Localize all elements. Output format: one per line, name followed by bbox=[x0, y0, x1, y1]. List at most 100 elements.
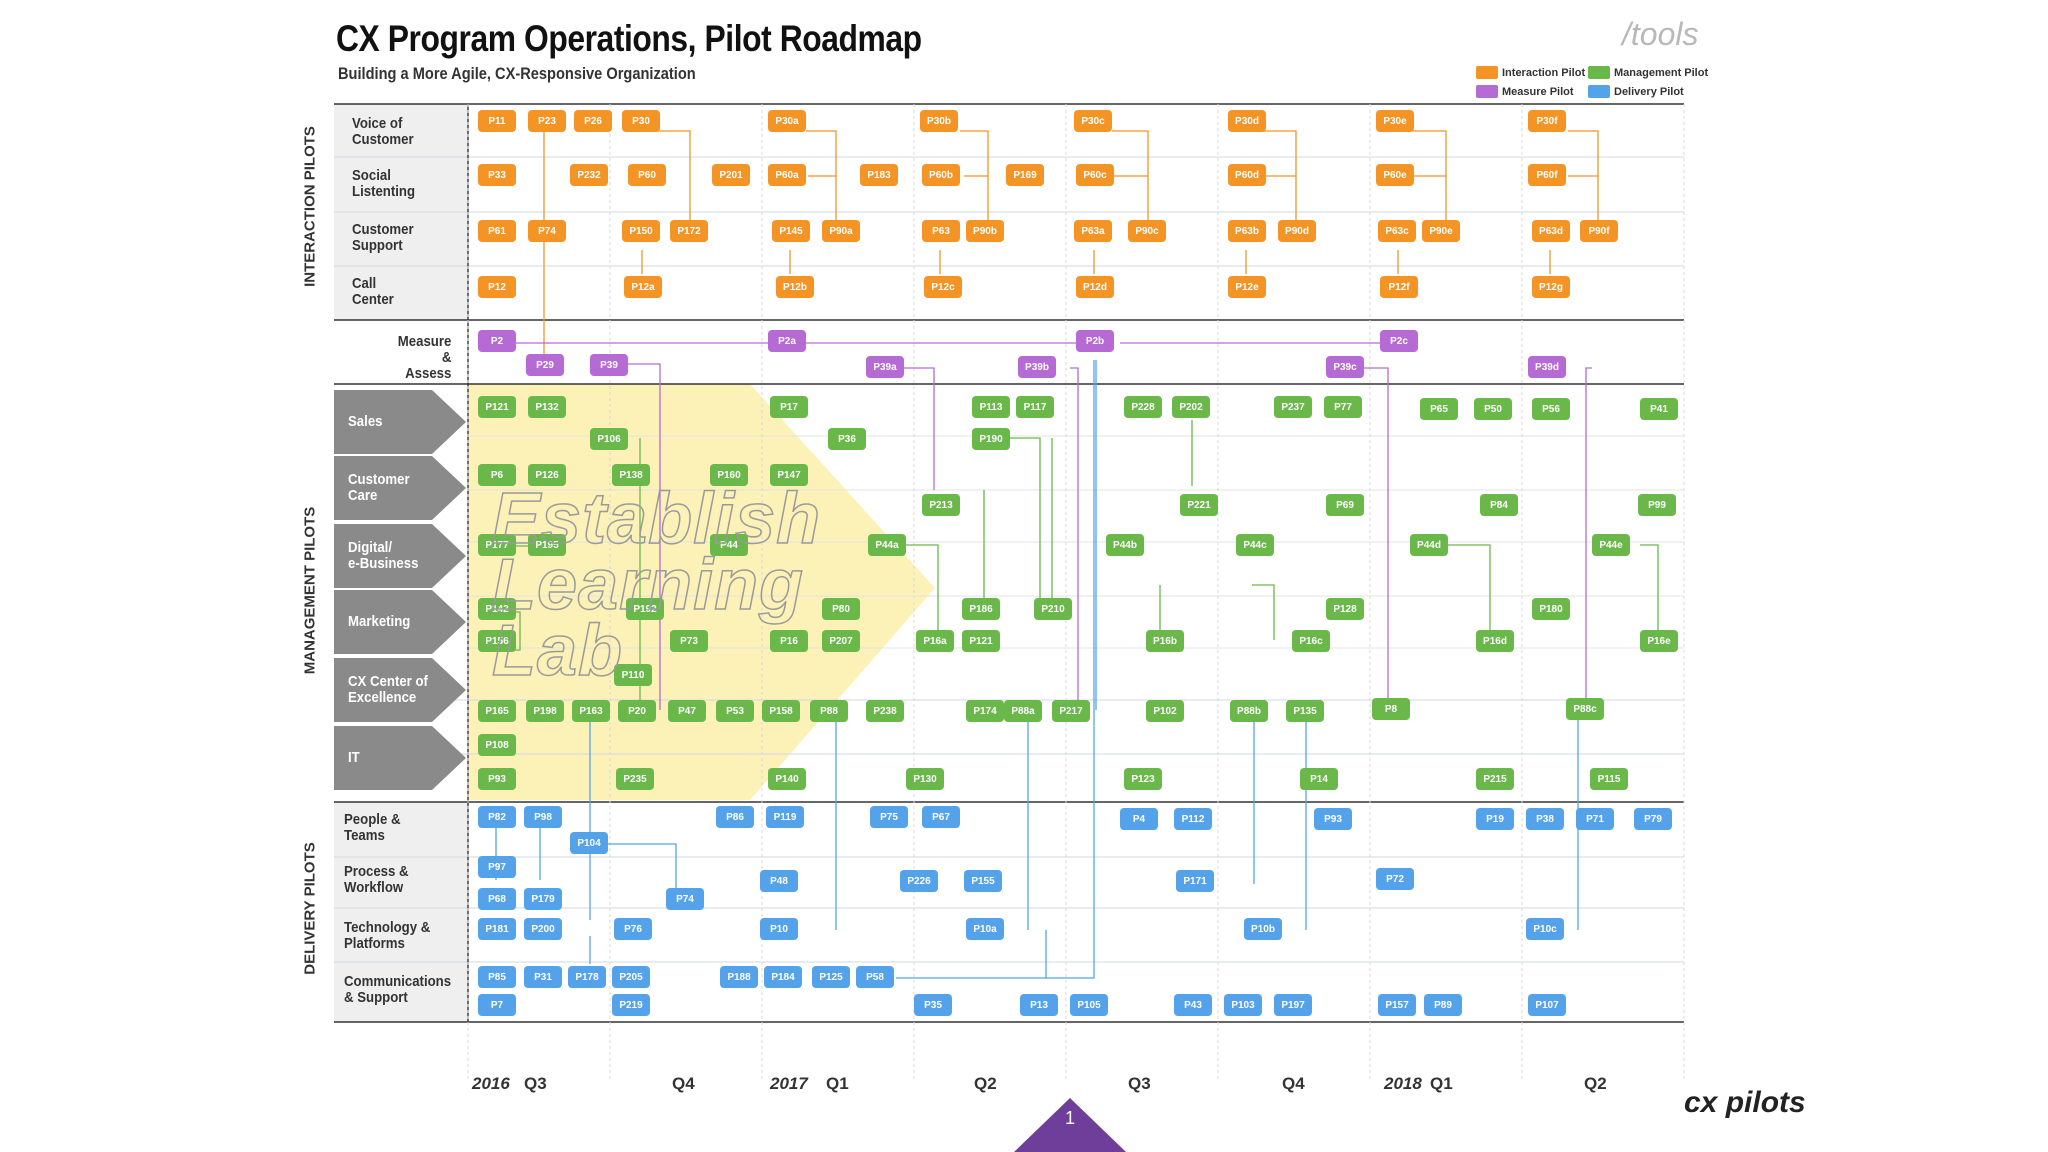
management-pilot-badge[interactable]: P44 bbox=[710, 534, 748, 556]
management-pilot-badge[interactable]: P237 bbox=[1274, 396, 1312, 418]
interaction-pilot-badge[interactable]: P63d bbox=[1532, 220, 1570, 242]
management-pilot-badge[interactable]: P128 bbox=[1326, 598, 1364, 620]
management-pilot-badge[interactable]: P186 bbox=[962, 598, 1000, 620]
interaction-pilot-badge[interactable]: P30a bbox=[768, 110, 806, 132]
measure-pilot-badge[interactable]: P2b bbox=[1076, 330, 1114, 352]
delivery-pilot-badge[interactable]: P10c bbox=[1526, 918, 1564, 940]
delivery-pilot-badge[interactable]: P4 bbox=[1120, 808, 1158, 830]
management-pilot-badge[interactable]: P160 bbox=[710, 464, 748, 486]
interaction-pilot-badge[interactable]: P30c bbox=[1074, 110, 1112, 132]
delivery-pilot-badge[interactable]: P200 bbox=[524, 918, 562, 940]
delivery-pilot-badge[interactable]: P48 bbox=[760, 870, 798, 892]
management-pilot-badge[interactable]: P158 bbox=[762, 700, 800, 722]
management-pilot-badge[interactable]: P177 bbox=[478, 534, 516, 556]
interaction-pilot-badge[interactable]: P90d bbox=[1278, 220, 1316, 242]
delivery-pilot-badge[interactable]: P107 bbox=[1528, 994, 1566, 1016]
management-pilot-badge[interactable]: P180 bbox=[1532, 598, 1570, 620]
management-pilot-badge[interactable]: P110 bbox=[614, 664, 652, 686]
management-pilot-badge[interactable]: P221 bbox=[1180, 494, 1218, 516]
management-pilot-badge[interactable]: P16a bbox=[916, 630, 954, 652]
management-pilot-badge[interactable]: P80 bbox=[822, 598, 860, 620]
management-pilot-badge[interactable]: P117 bbox=[1016, 396, 1054, 418]
interaction-pilot-badge[interactable]: P12a bbox=[624, 276, 662, 298]
interaction-pilot-badge[interactable]: P60a bbox=[768, 164, 806, 186]
interaction-pilot-badge[interactable]: P63 bbox=[922, 220, 960, 242]
interaction-pilot-badge[interactable]: P74 bbox=[528, 220, 566, 242]
delivery-pilot-badge[interactable]: P205 bbox=[612, 966, 650, 988]
delivery-pilot-badge[interactable]: P38 bbox=[1526, 808, 1564, 830]
delivery-pilot-badge[interactable]: P89 bbox=[1424, 994, 1462, 1016]
interaction-pilot-badge[interactable]: P30e bbox=[1376, 110, 1414, 132]
management-pilot-badge[interactable]: P50 bbox=[1474, 398, 1512, 420]
management-pilot-badge[interactable]: P8 bbox=[1372, 698, 1410, 720]
delivery-pilot-badge[interactable]: P157 bbox=[1378, 994, 1416, 1016]
management-pilot-badge[interactable]: P235 bbox=[616, 768, 654, 790]
management-pilot-badge[interactable]: P210 bbox=[1034, 598, 1072, 620]
delivery-pilot-badge[interactable]: P179 bbox=[524, 888, 562, 910]
management-pilot-badge[interactable]: P132 bbox=[528, 396, 566, 418]
management-pilot-badge[interactable]: P84 bbox=[1480, 494, 1518, 516]
measure-pilot-badge[interactable]: P39a bbox=[866, 356, 904, 378]
management-pilot-badge[interactable]: P190 bbox=[972, 428, 1010, 450]
management-pilot-badge[interactable]: P69 bbox=[1326, 494, 1364, 516]
management-pilot-badge[interactable]: P93 bbox=[478, 768, 516, 790]
measure-pilot-badge[interactable]: P39c bbox=[1326, 356, 1364, 378]
delivery-pilot-badge[interactable]: P197 bbox=[1274, 994, 1312, 1016]
interaction-pilot-badge[interactable]: P30d bbox=[1228, 110, 1266, 132]
delivery-pilot-badge[interactable]: P112 bbox=[1174, 808, 1212, 830]
interaction-pilot-badge[interactable]: P61 bbox=[478, 220, 516, 242]
interaction-pilot-badge[interactable]: P60 bbox=[628, 164, 666, 186]
management-pilot-badge[interactable]: P198 bbox=[526, 700, 564, 722]
management-pilot-badge[interactable]: P56 bbox=[1532, 398, 1570, 420]
management-pilot-badge[interactable]: P36 bbox=[828, 428, 866, 450]
management-pilot-badge[interactable]: P135 bbox=[1286, 700, 1324, 722]
delivery-pilot-badge[interactable]: P125 bbox=[812, 966, 850, 988]
interaction-pilot-badge[interactable]: P33 bbox=[478, 164, 516, 186]
interaction-pilot-badge[interactable]: P12b bbox=[776, 276, 814, 298]
management-pilot-badge[interactable]: P20 bbox=[618, 700, 656, 722]
measure-pilot-badge[interactable]: P39d bbox=[1528, 356, 1566, 378]
delivery-pilot-badge[interactable]: P10b bbox=[1244, 918, 1282, 940]
delivery-pilot-badge[interactable]: P43 bbox=[1174, 994, 1212, 1016]
delivery-pilot-badge[interactable]: P184 bbox=[764, 966, 802, 988]
delivery-pilot-badge[interactable]: P68 bbox=[478, 888, 516, 910]
interaction-pilot-badge[interactable]: P232 bbox=[570, 164, 608, 186]
management-pilot-badge[interactable]: P73 bbox=[670, 630, 708, 652]
management-pilot-badge[interactable]: P16d bbox=[1476, 630, 1514, 652]
interaction-pilot-badge[interactable]: P90b bbox=[966, 220, 1004, 242]
management-pilot-badge[interactable]: P121 bbox=[478, 396, 516, 418]
interaction-pilot-badge[interactable]: P11 bbox=[478, 110, 516, 132]
management-pilot-badge[interactable]: P156 bbox=[478, 630, 516, 652]
interaction-pilot-badge[interactable]: P183 bbox=[860, 164, 898, 186]
delivery-pilot-badge[interactable]: P10 bbox=[760, 918, 798, 940]
delivery-pilot-badge[interactable]: P104 bbox=[570, 832, 608, 854]
delivery-pilot-badge[interactable]: P219 bbox=[612, 994, 650, 1016]
delivery-pilot-badge[interactable]: P226 bbox=[900, 870, 938, 892]
management-pilot-badge[interactable]: P44e bbox=[1592, 534, 1630, 556]
management-pilot-badge[interactable]: P16b bbox=[1146, 630, 1184, 652]
delivery-pilot-badge[interactable]: P98 bbox=[524, 806, 562, 828]
delivery-pilot-badge[interactable]: P58 bbox=[856, 966, 894, 988]
delivery-pilot-badge[interactable]: P76 bbox=[614, 918, 652, 940]
delivery-pilot-badge[interactable]: P19 bbox=[1476, 808, 1514, 830]
interaction-pilot-badge[interactable]: P172 bbox=[670, 220, 708, 242]
delivery-pilot-badge[interactable]: P71 bbox=[1576, 808, 1614, 830]
management-pilot-badge[interactable]: P88a bbox=[1004, 700, 1042, 722]
management-pilot-badge[interactable]: P147 bbox=[770, 464, 808, 486]
management-pilot-badge[interactable]: P140 bbox=[768, 768, 806, 790]
management-pilot-badge[interactable]: P77 bbox=[1324, 396, 1362, 418]
management-pilot-badge[interactable]: P108 bbox=[478, 734, 516, 756]
measure-pilot-badge[interactable]: P39 bbox=[590, 354, 628, 376]
management-pilot-badge[interactable]: P238 bbox=[866, 700, 904, 722]
management-pilot-badge[interactable]: P142 bbox=[478, 598, 516, 620]
delivery-pilot-badge[interactable]: P35 bbox=[914, 994, 952, 1016]
measure-pilot-badge[interactable]: P2c bbox=[1380, 330, 1418, 352]
tools-link[interactable]: /tools bbox=[1622, 16, 1699, 52]
delivery-pilot-badge[interactable]: P67 bbox=[922, 806, 960, 828]
management-pilot-badge[interactable]: P6 bbox=[478, 464, 516, 486]
interaction-pilot-badge[interactable]: P63c bbox=[1378, 220, 1416, 242]
delivery-pilot-badge[interactable]: P10a bbox=[966, 918, 1004, 940]
interaction-pilot-badge[interactable]: P12g bbox=[1532, 276, 1570, 298]
management-pilot-badge[interactable]: P202 bbox=[1172, 396, 1210, 418]
management-pilot-badge[interactable]: P44d bbox=[1410, 534, 1448, 556]
